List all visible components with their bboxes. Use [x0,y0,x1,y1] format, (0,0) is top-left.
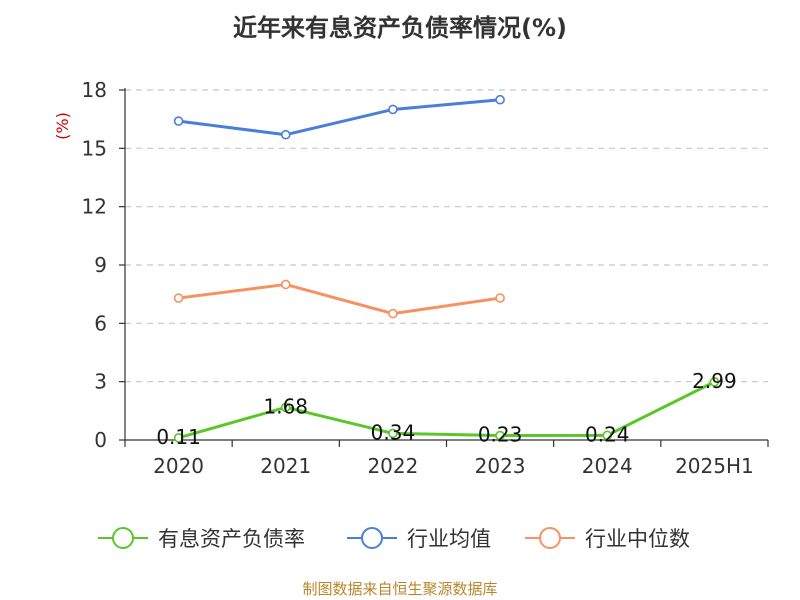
data-label: 0.34 [371,420,416,444]
legend-label: 行业中位数 [585,527,690,551]
x-tick-label: 2023 [475,454,526,478]
data-point [602,430,613,441]
x-tick-label: 2021 [260,454,311,478]
data-point [173,433,184,443]
data-point [495,430,505,441]
axes [124,88,768,441]
data-label: 2.99 [692,369,737,393]
data-point [388,428,398,439]
legend-marker [539,527,561,549]
chart-title: 近年来有息资产负债率情况(%) [233,14,567,42]
legend-label: 有息资产负债率 [158,527,305,551]
data-label: 1.68 [263,394,308,418]
data-labels: 0.11 1.68 0.34 0.23 0.24 2.99 [156,369,736,449]
legend-item: 有息资产负债率 [98,527,305,551]
data-point [280,402,291,413]
y-tick-label: 15 [82,136,107,160]
series-0 [173,377,720,443]
legend-item: 行业中位数 [525,527,690,551]
y-tick-label: 3 [94,370,107,394]
data-point [173,116,184,126]
legend: 有息资产负债率 行业均值 行业中位数 [98,527,690,551]
data-point [388,308,398,319]
data-point [388,104,398,115]
y-tick-label: 12 [82,195,107,219]
series-line [178,380,716,440]
series-line [178,282,501,316]
x-tick-label: 2022 [367,454,418,478]
y-tick-label: 9 [94,253,107,277]
series-2 [173,279,505,319]
x-axis-ticks: 2020 2021 2022 2023 2024 2025H1 [124,440,769,478]
data-label: 0.23 [478,423,523,447]
legend-label: 行业均值 [407,527,491,551]
data-label: 0.24 [585,422,630,446]
series-group [173,94,720,443]
series-1 [173,94,505,140]
legend-marker [112,527,134,549]
y-tick-label: 18 [82,78,107,102]
x-tick-label: 2024 [582,454,633,478]
x-tick-label: 2025H1 [675,454,754,478]
data-point [280,129,291,140]
data-point [495,94,505,105]
source-note: 制图数据来自恒生聚源数据库 [302,580,498,598]
series-line [178,98,501,137]
data-point [495,293,505,303]
legend-marker [361,527,383,549]
data-point [173,293,184,303]
y-axis-ticks: 0 3 6 9 12 15 18 [82,78,125,452]
data-point [709,377,720,387]
y-axis-label: (%) [53,112,72,140]
data-point [280,279,291,290]
x-tick-label: 2020 [153,454,204,478]
y-tick-label: 6 [94,311,107,335]
y-tick-label: 0 [94,428,107,452]
legend-item: 行业均值 [347,527,491,551]
grid-lines [125,89,768,383]
data-label: 0.11 [156,425,201,449]
